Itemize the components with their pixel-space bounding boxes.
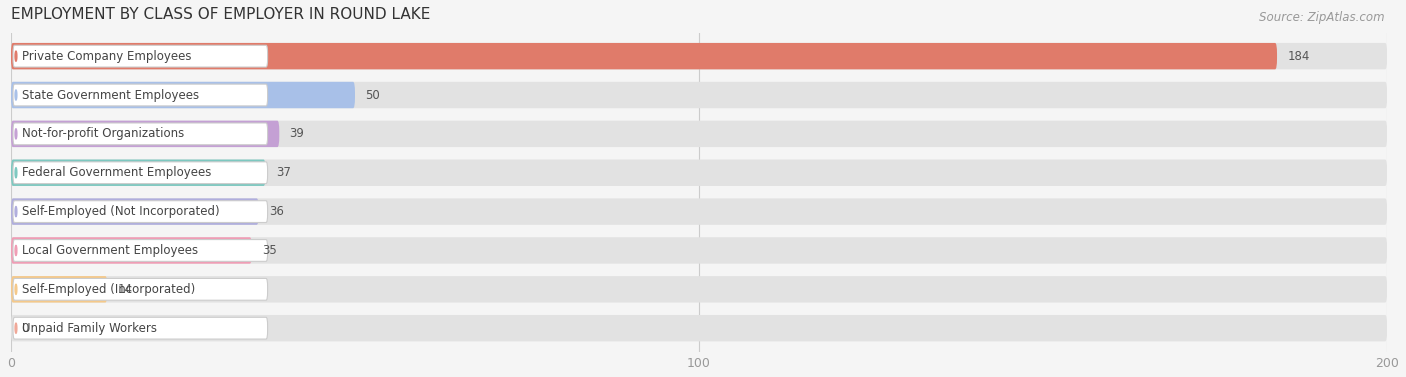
Text: Self-Employed (Incorporated): Self-Employed (Incorporated) [22,283,195,296]
FancyBboxPatch shape [11,315,1388,342]
Text: 36: 36 [269,205,284,218]
FancyBboxPatch shape [13,45,267,67]
Text: 37: 37 [276,166,291,179]
Circle shape [15,51,17,61]
FancyBboxPatch shape [13,239,267,261]
FancyBboxPatch shape [11,82,1388,108]
Text: 0: 0 [21,322,28,335]
FancyBboxPatch shape [11,43,1388,69]
Text: 50: 50 [366,89,380,101]
FancyBboxPatch shape [13,162,267,184]
Circle shape [15,90,17,100]
Text: 35: 35 [262,244,277,257]
Text: 184: 184 [1288,50,1310,63]
Text: Federal Government Employees: Federal Government Employees [22,166,212,179]
FancyBboxPatch shape [11,121,1388,147]
Text: 14: 14 [118,283,132,296]
FancyBboxPatch shape [11,43,1277,69]
Circle shape [15,129,17,139]
Text: Source: ZipAtlas.com: Source: ZipAtlas.com [1260,11,1385,24]
FancyBboxPatch shape [11,159,1388,186]
Circle shape [15,245,17,256]
Text: Unpaid Family Workers: Unpaid Family Workers [22,322,157,335]
FancyBboxPatch shape [11,198,1388,225]
FancyBboxPatch shape [13,201,267,222]
FancyBboxPatch shape [11,82,354,108]
Text: Private Company Employees: Private Company Employees [22,50,191,63]
Text: Local Government Employees: Local Government Employees [22,244,198,257]
Text: Self-Employed (Not Incorporated): Self-Employed (Not Incorporated) [22,205,219,218]
FancyBboxPatch shape [11,121,280,147]
FancyBboxPatch shape [13,317,267,339]
FancyBboxPatch shape [11,276,107,302]
Text: 39: 39 [290,127,305,140]
FancyBboxPatch shape [11,159,266,186]
FancyBboxPatch shape [11,276,1388,302]
FancyBboxPatch shape [11,237,252,264]
FancyBboxPatch shape [11,198,259,225]
FancyBboxPatch shape [11,237,1388,264]
Circle shape [15,284,17,294]
FancyBboxPatch shape [13,123,267,145]
Circle shape [15,323,17,333]
FancyBboxPatch shape [13,279,267,300]
FancyBboxPatch shape [13,84,267,106]
Circle shape [15,168,17,178]
Text: EMPLOYMENT BY CLASS OF EMPLOYER IN ROUND LAKE: EMPLOYMENT BY CLASS OF EMPLOYER IN ROUND… [11,7,430,22]
Text: State Government Employees: State Government Employees [22,89,200,101]
Text: Not-for-profit Organizations: Not-for-profit Organizations [22,127,184,140]
Circle shape [15,207,17,217]
